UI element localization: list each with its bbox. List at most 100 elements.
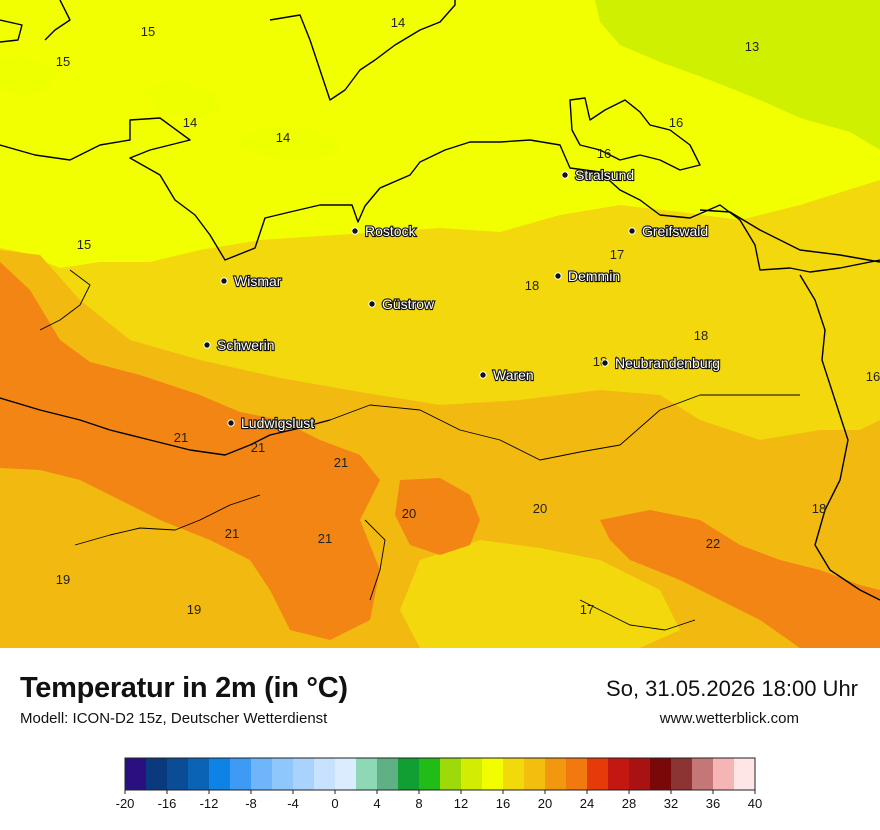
temp-zone-north xyxy=(0,0,880,268)
temp-zone-18-south xyxy=(400,540,680,648)
legend-color-swatch xyxy=(398,758,420,790)
city-label: Ludwigslust xyxy=(241,415,314,431)
isotherm-label: 14 xyxy=(391,15,405,30)
legend-color-swatch xyxy=(545,758,567,790)
legend-tick-label: 28 xyxy=(622,796,636,811)
map-title: Temperatur in 2m (in °C) xyxy=(20,672,348,704)
isotherm-label: 21 xyxy=(251,440,265,455)
isotherm-label: 20 xyxy=(533,501,547,516)
legend-color-swatch xyxy=(125,758,147,790)
legend-color-swatch xyxy=(482,758,504,790)
border-west xyxy=(0,397,331,456)
temp-zone-22-west xyxy=(0,262,380,640)
forecast-datetime: So, 31.05.2026 18:00 Uhr xyxy=(606,676,858,701)
state-border-4 xyxy=(579,599,696,631)
isotherm-label: 16 xyxy=(866,369,880,384)
isotherm-label: 19 xyxy=(187,602,201,617)
border-east xyxy=(799,274,880,601)
city-dot xyxy=(351,227,359,235)
legend-color-swatch xyxy=(587,758,609,790)
city-label: Rostock xyxy=(365,223,417,239)
legend-tick-label: -16 xyxy=(158,796,177,811)
color-legend: -20 -16 -12 -8 -4 0 4 8 12 16 20 24 28 32 36 40 xyxy=(116,757,762,811)
isotherm-label: 15 xyxy=(141,24,155,39)
state-border-5 xyxy=(364,519,386,601)
legend-border xyxy=(124,757,756,791)
model-info: Modell: ICON-D2 15z, Deutscher Wetterdie… xyxy=(20,710,328,727)
legend-color-swatch xyxy=(209,758,231,790)
coastline-north-island xyxy=(269,0,456,101)
isotherm-label: 15 xyxy=(77,237,91,252)
city-label: Güstrow xyxy=(382,296,435,312)
coastline-main xyxy=(0,117,880,273)
state-border-2 xyxy=(329,394,800,461)
isotherm-label: 16 xyxy=(597,146,611,161)
state-border-3 xyxy=(74,494,261,546)
state-borders xyxy=(39,269,800,631)
legend-color-swatch xyxy=(503,758,525,790)
city-label: Greifswald xyxy=(642,223,708,239)
coastline-ruegen xyxy=(569,97,701,171)
legend-color-swatch xyxy=(650,758,672,790)
legend-color-swatch xyxy=(629,758,651,790)
city-dot xyxy=(368,300,376,308)
legend-tick-label: 0 xyxy=(331,796,338,811)
isotherm-label: 21 xyxy=(225,526,239,541)
legend-tick-label: -8 xyxy=(245,796,257,811)
temp-zone-14c xyxy=(0,58,55,95)
temp-zone-14b xyxy=(140,80,222,118)
legend-color-swatch xyxy=(272,758,294,790)
city-dot xyxy=(203,341,211,349)
legend-tick-label: -20 xyxy=(116,796,134,811)
legend-color-swatch xyxy=(419,758,441,790)
legend-tick-label: -12 xyxy=(200,796,219,811)
isotherm-label: 21 xyxy=(334,455,348,470)
temp-zone-14a xyxy=(240,128,340,160)
state-border-1 xyxy=(39,269,91,331)
legend-color-swatch xyxy=(335,758,357,790)
isotherm-label: 19 xyxy=(56,572,70,587)
isotherm-label: 14 xyxy=(276,130,290,145)
legend-color-swatch xyxy=(356,758,378,790)
legend-color-swatch xyxy=(713,758,735,790)
legend-color-swatch xyxy=(692,758,714,790)
website-link[interactable]: www.wetterblick.com xyxy=(659,710,799,727)
temp-zone-22-east xyxy=(600,510,880,648)
legend-color-swatch xyxy=(146,758,168,790)
temp-zone-13 xyxy=(595,0,880,150)
legend-color-swatch xyxy=(377,758,399,790)
legend-tick-label: 8 xyxy=(415,796,422,811)
legend-color-swatch xyxy=(293,758,315,790)
isotherm-label: 16 xyxy=(669,115,683,130)
legend-color-swatch xyxy=(671,758,693,790)
city-label: Waren xyxy=(493,367,534,383)
city-dot xyxy=(479,371,487,379)
legend-color-swatch xyxy=(440,758,462,790)
isotherm-labels: 14 15 15 14 14 13 16 16 15 17 18 18 18 16 21 21 21 20 20 21… xyxy=(56,15,880,617)
isotherm-label: 18 xyxy=(812,501,826,516)
isotherm-label: 21 xyxy=(174,430,188,445)
coastline-usedom xyxy=(699,209,880,263)
legend-color-swatch xyxy=(608,758,630,790)
isotherm-label: 13 xyxy=(745,39,759,54)
legend-tick-label: -4 xyxy=(287,796,299,811)
legend-color-swatch xyxy=(167,758,189,790)
footer: Temperatur in 2m (in °C) Modell: ICON-D2… xyxy=(0,648,880,830)
city-dot xyxy=(628,227,636,235)
isotherm-label: 20 xyxy=(402,506,416,521)
city-markers: Stralsund Greifswald Rostock Demmin Wismar Gü… xyxy=(203,166,721,432)
isotherm-label: 18 xyxy=(525,278,539,293)
isotherm-label: 22 xyxy=(706,536,720,551)
city-dot xyxy=(554,272,562,280)
isotherm-label: 17 xyxy=(610,247,624,262)
legend-tick-label: 36 xyxy=(706,796,720,811)
legend-color-swatch xyxy=(230,758,252,790)
city-dot xyxy=(601,359,609,367)
city-dot xyxy=(561,171,569,179)
legend-tick-label: 12 xyxy=(454,796,468,811)
legend-color-swatch xyxy=(524,758,546,790)
legend-tick-label: 4 xyxy=(373,796,380,811)
city-dot xyxy=(220,277,228,285)
city-label: Stralsund xyxy=(575,167,634,183)
isotherm-label: 14 xyxy=(183,115,197,130)
